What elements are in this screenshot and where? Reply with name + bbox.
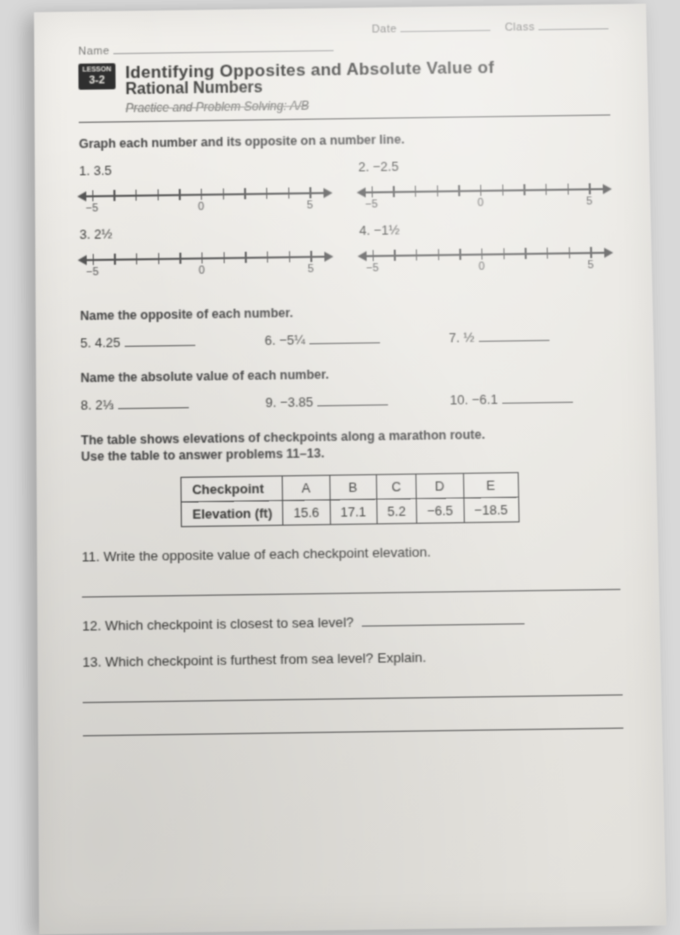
val-D: −6.5 <box>416 498 464 523</box>
col-C: C <box>376 474 416 499</box>
q8: 8. 2⅓ <box>81 397 114 413</box>
q2: 2. −2.5 <box>358 156 611 175</box>
worksheet-page: Date Class Name LESSON 3-2 Identifying O… <box>34 4 667 935</box>
q12-blank[interactable] <box>362 612 525 627</box>
title-row: LESSON 3-2 Identifying Opposites and Abs… <box>78 56 610 116</box>
q7: 7. ½ <box>449 330 475 346</box>
col-D: D <box>416 473 464 498</box>
sec2-instr: Name the opposite of each number. <box>80 301 615 323</box>
numberline-2[interactable]: −505 <box>358 175 612 209</box>
q13-blank-1[interactable] <box>83 681 623 703</box>
q8-blank[interactable] <box>118 396 189 409</box>
name-row: Name <box>78 36 609 57</box>
col-E: E <box>463 473 518 498</box>
name-blank[interactable] <box>113 40 333 54</box>
numberline-3[interactable]: −505 <box>80 242 334 276</box>
title-rule <box>79 114 611 122</box>
val-E: −18.5 <box>463 497 518 522</box>
numberline-4[interactable]: −505 <box>359 239 613 273</box>
q3: 3. 2½ <box>79 223 333 242</box>
sec1-grid: 1. 3.5 −505 3. 2½ −505 2. −2.5 −505 4. −… <box>79 152 614 291</box>
col-B: B <box>329 475 376 500</box>
q6-wrap: 6. −5¼ <box>264 330 430 348</box>
sec2-row: 5. 4.25 6. −5¼ 7. ½ <box>80 324 615 353</box>
q6: 6. −5¼ <box>264 332 305 348</box>
subtitle: Practice and Problem Solving: A/B <box>126 96 495 115</box>
numberline-1[interactable]: −505 <box>79 179 333 213</box>
q5-wrap: 5. 4.25 <box>80 333 246 351</box>
q9-blank[interactable] <box>317 393 388 406</box>
date-blank[interactable] <box>400 20 490 32</box>
sec3-instr: Name the absolute value of each number. <box>80 363 615 385</box>
q5-blank[interactable] <box>124 334 195 347</box>
name-label: Name <box>78 45 109 57</box>
col-A: A <box>282 475 329 500</box>
q11: 11. Write the opposite value of each che… <box>82 542 620 565</box>
q9: 9. −3.85 <box>265 394 313 410</box>
q4: 4. −1½ <box>359 219 613 238</box>
checkpoint-table: Checkpoint A B C D E Elevation (ft) 15.6… <box>181 472 519 527</box>
q9-wrap: 9. −3.85 <box>265 393 432 411</box>
q8-wrap: 8. 2⅓ <box>81 395 248 413</box>
q10-wrap: 10. −6.1 <box>450 390 617 408</box>
sec3-row: 8. 2⅓ 9. −3.85 10. −6.1 <box>81 386 617 415</box>
row1-header: Checkpoint <box>181 476 282 502</box>
q10-blank[interactable] <box>502 391 573 404</box>
q13: 13. Which checkpoint is furthest from se… <box>82 647 622 670</box>
sec1-instr: Graph each number and its opposite on a … <box>79 130 611 152</box>
lesson-text: LESSON <box>82 66 111 74</box>
q11-blank[interactable] <box>82 575 621 597</box>
lesson-badge: LESSON 3-2 <box>78 63 115 89</box>
q12-wrap: 12. Which checkpoint is closest to sea l… <box>82 611 621 634</box>
class-label: Class <box>505 21 535 33</box>
q10: 10. −6.1 <box>450 392 498 408</box>
q12: 12. Which checkpoint is closest to sea l… <box>82 614 354 633</box>
val-B: 17.1 <box>330 499 377 524</box>
date-label: Date <box>372 23 397 35</box>
q1: 1. 3.5 <box>79 160 332 179</box>
row2-header: Elevation (ft) <box>182 501 283 527</box>
q13-blank-2[interactable] <box>83 714 624 736</box>
q7-wrap: 7. ½ <box>449 328 615 346</box>
q7-blank[interactable] <box>478 329 549 342</box>
table-row: Elevation (ft) 15.6 17.1 5.2 −6.5 −18.5 <box>182 497 519 526</box>
lesson-num: 3-2 <box>82 74 111 87</box>
q5: 5. 4.25 <box>80 335 120 351</box>
title-block: Identifying Opposites and Absolute Value… <box>125 58 495 115</box>
q6-blank[interactable] <box>309 331 380 344</box>
val-A: 15.6 <box>283 500 330 525</box>
class-blank[interactable] <box>538 18 608 30</box>
val-C: 5.2 <box>377 499 417 524</box>
